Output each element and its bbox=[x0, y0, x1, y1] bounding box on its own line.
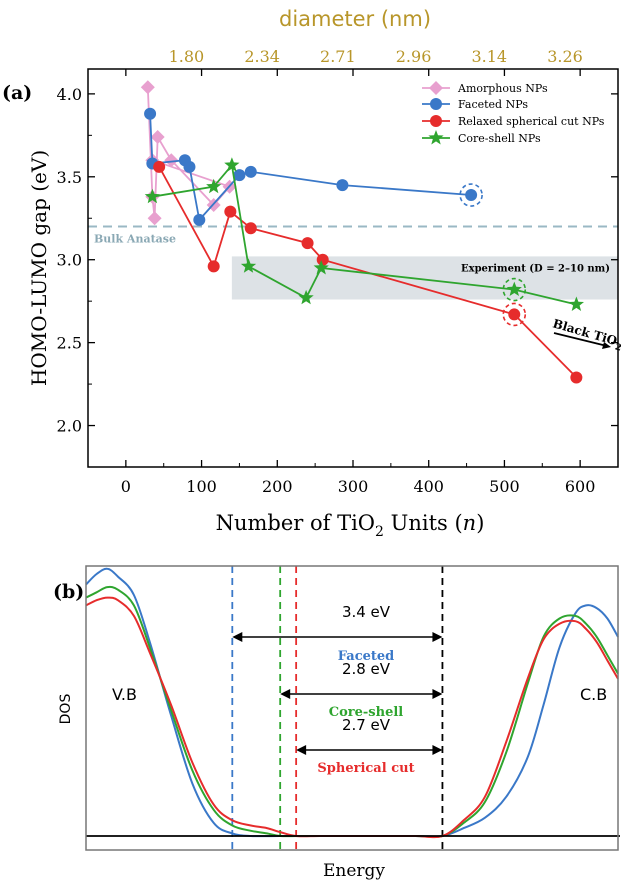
panel-a: diameter (nm) 1.80 2.34 2.71 2.96 3.14 3.26 (… bbox=[2, 7, 621, 540]
panel-b-letter: (b) bbox=[53, 581, 84, 603]
gap-arrowhead-right bbox=[432, 689, 443, 699]
x-axis-ticks: 0 100 200 300 400 500 600 bbox=[87, 69, 619, 496]
highlight-ring-spherical bbox=[502, 302, 527, 327]
point-amorphous bbox=[140, 80, 155, 95]
black-tio2-annotation: Black TiO2 bbox=[551, 316, 621, 353]
y-axis-ticks: 2.0 2.5 3.0 3.5 4.0 bbox=[57, 85, 618, 468]
point-amorphous bbox=[150, 129, 165, 144]
energy-axis-label: Energy bbox=[323, 861, 385, 881]
point-spherical bbox=[224, 205, 237, 218]
gap-arrowhead-left bbox=[296, 745, 307, 755]
point-coreshell bbox=[568, 296, 584, 311]
top-tick-label: 3.26 bbox=[547, 47, 583, 66]
gap-name-spherical: Spherical cut bbox=[317, 761, 414, 776]
gap-value-faceted: 3.4 eV bbox=[342, 603, 391, 621]
panel-a-letter: (a) bbox=[2, 82, 32, 104]
x-axis-label: Number of TiO2 Units (n) bbox=[216, 511, 485, 540]
vb-label: V.B bbox=[112, 685, 137, 704]
gap-value-spherical: 2.7 eV bbox=[342, 716, 391, 734]
gap-value-coreshell: 2.8 eV bbox=[342, 660, 391, 678]
x-tick-label: 100 bbox=[186, 477, 217, 496]
point-faceted bbox=[183, 160, 196, 173]
point-amorphous bbox=[164, 153, 179, 168]
y-tick-label: 3.0 bbox=[57, 251, 82, 270]
svg-text:Faceted NPs: Faceted NPs bbox=[458, 98, 528, 111]
point-spherical bbox=[301, 237, 314, 250]
legend-item-spherical: Relaxed spherical cut NPs bbox=[422, 115, 605, 128]
x-tick-label: 300 bbox=[338, 477, 369, 496]
point-spherical bbox=[508, 308, 521, 321]
panel-b-frame bbox=[85, 565, 619, 851]
top-axis-label: diameter (nm) bbox=[279, 7, 431, 31]
gap-arrowhead-left bbox=[280, 689, 291, 699]
dos-axis-label: DOS bbox=[58, 694, 74, 725]
experiment-band-label: Experiment (D = 2–10 nm) bbox=[461, 263, 610, 274]
point-faceted bbox=[193, 213, 206, 226]
x-tick-label: 0 bbox=[121, 477, 131, 496]
legend-item-faceted: Faceted NPs bbox=[422, 98, 528, 111]
highlight-ring-coreshell bbox=[502, 277, 527, 302]
point-amorphous bbox=[147, 211, 162, 226]
point-coreshell bbox=[506, 281, 522, 296]
svg-text:Core-shell NPs: Core-shell NPs bbox=[458, 132, 541, 145]
cb-label: C.B bbox=[580, 685, 607, 704]
point-coreshell bbox=[144, 188, 160, 204]
point-faceted bbox=[244, 165, 257, 178]
series-line-spherical bbox=[158, 166, 578, 379]
bulk-anatase-label: Bulk Anatase bbox=[94, 233, 176, 246]
point-coreshell bbox=[240, 258, 257, 273]
point-coreshell bbox=[224, 157, 240, 172]
point-faceted bbox=[465, 189, 478, 202]
gap-arrowhead-left bbox=[232, 632, 243, 642]
point-spherical bbox=[153, 160, 166, 173]
highlight-ring-faceted bbox=[459, 183, 483, 207]
point-spherical bbox=[244, 222, 257, 235]
gap-name-coreshell: Core-shell bbox=[329, 705, 404, 720]
panel-a-series bbox=[140, 80, 584, 384]
point-spherical bbox=[207, 260, 220, 273]
top-tick-label: 3.14 bbox=[471, 47, 507, 66]
x-tick-label: 200 bbox=[262, 477, 293, 496]
top-axis-ticks: 1.80 2.34 2.71 2.96 3.14 3.26 bbox=[169, 47, 583, 66]
point-coreshell bbox=[206, 178, 222, 194]
y-tick-label: 2.5 bbox=[57, 334, 82, 353]
point-coreshell bbox=[313, 260, 329, 275]
x-tick-label: 400 bbox=[413, 477, 444, 496]
point-faceted bbox=[233, 169, 246, 182]
point-faceted bbox=[144, 107, 157, 120]
gap-arrowhead-right bbox=[432, 745, 443, 755]
point-faceted bbox=[336, 179, 349, 192]
svg-text:Amorphous NPs: Amorphous NPs bbox=[457, 82, 548, 95]
x-tick-label: 600 bbox=[565, 477, 596, 496]
top-tick-label: 1.80 bbox=[169, 47, 205, 66]
point-spherical bbox=[316, 253, 329, 266]
x-tick-label: 500 bbox=[489, 477, 520, 496]
point-spherical bbox=[570, 371, 583, 384]
y-axis-label: HOMO-LUMO gap (eV) bbox=[27, 150, 51, 386]
legend: Amorphous NPs Faceted NPs Relaxed spheri… bbox=[422, 81, 605, 145]
top-tick-label: 2.96 bbox=[396, 47, 432, 66]
y-tick-label: 2.0 bbox=[57, 417, 82, 436]
point-coreshell bbox=[298, 289, 314, 305]
gap-name-faceted: Faceted bbox=[338, 649, 395, 664]
top-tick-label: 2.71 bbox=[320, 47, 356, 66]
gap-arrowhead-right bbox=[432, 632, 443, 642]
series-line-coreshell bbox=[152, 163, 577, 306]
y-tick-label: 4.0 bbox=[57, 85, 82, 104]
y-tick-label: 3.5 bbox=[57, 168, 82, 187]
legend-item-coreshell: Core-shell NPs bbox=[422, 130, 541, 145]
legend-item-amorphous: Amorphous NPs bbox=[422, 81, 548, 95]
top-tick-label: 2.34 bbox=[244, 47, 280, 66]
svg-text:Relaxed spherical cut NPs: Relaxed spherical cut NPs bbox=[458, 115, 605, 128]
series-line-faceted bbox=[149, 113, 472, 222]
